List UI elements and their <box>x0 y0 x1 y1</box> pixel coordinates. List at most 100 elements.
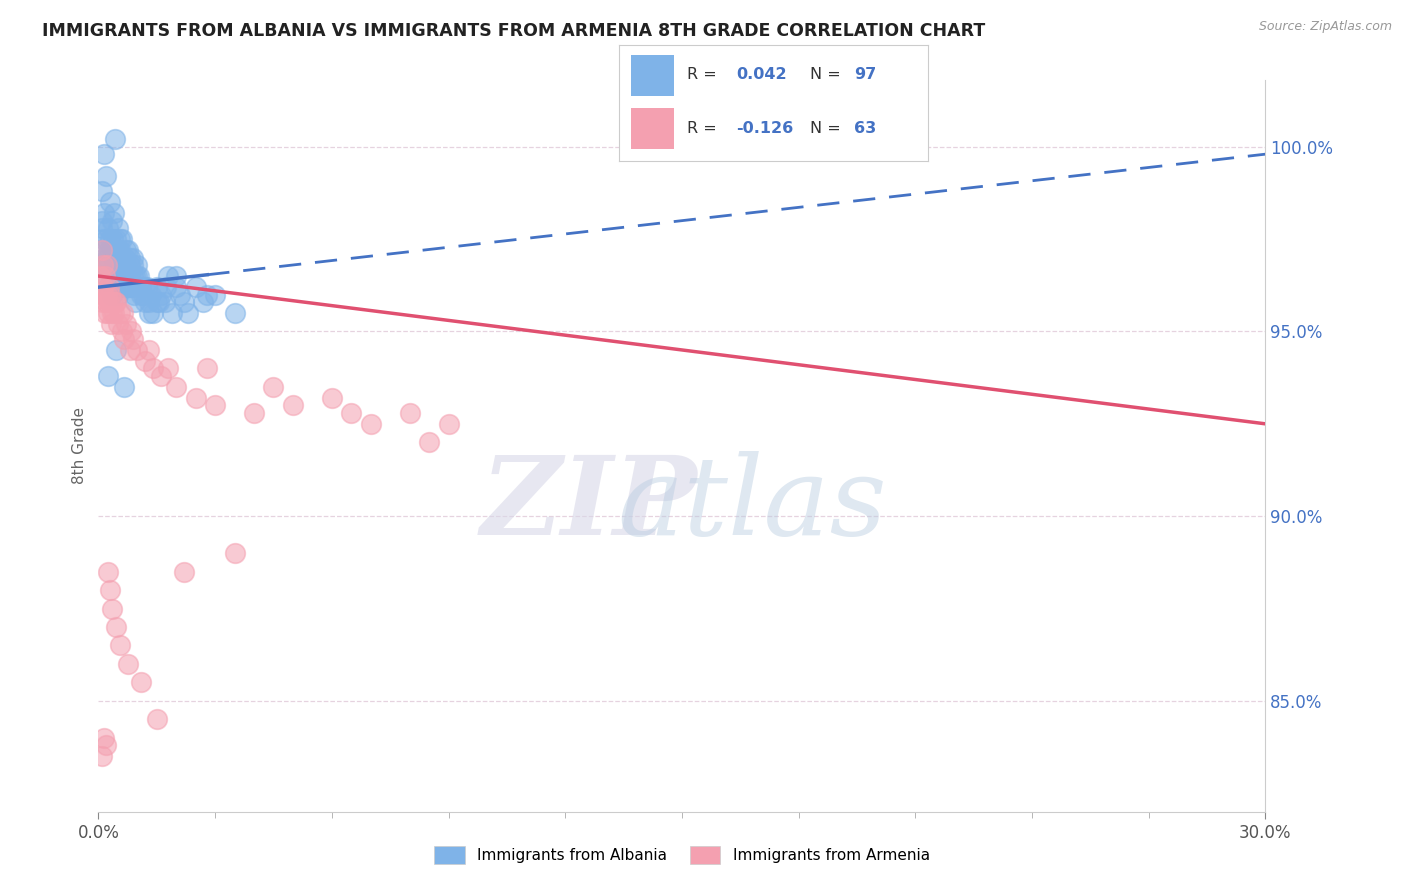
Point <box>146 294 169 309</box>
Point <box>114 251 136 265</box>
Point <box>101 287 124 301</box>
Point <box>96 294 118 309</box>
Point <box>204 398 226 412</box>
Point <box>114 317 136 331</box>
Point <box>118 280 141 294</box>
Point <box>122 258 145 272</box>
Point <box>90 287 112 301</box>
Point <box>224 546 246 560</box>
Point <box>98 287 121 301</box>
Point <box>90 221 112 235</box>
Point <box>134 294 156 309</box>
Point <box>138 294 160 309</box>
Point <box>104 294 127 309</box>
Point <box>136 280 159 294</box>
Point <box>104 343 127 357</box>
Point <box>104 620 127 634</box>
Point <box>157 361 180 376</box>
Point <box>97 565 120 579</box>
Point <box>107 317 129 331</box>
Point <box>103 251 125 265</box>
Point <box>195 361 218 376</box>
Point <box>103 306 125 320</box>
Text: Source: ZipAtlas.com: Source: ZipAtlas.com <box>1258 20 1392 33</box>
Point <box>107 221 129 235</box>
Text: 97: 97 <box>853 67 876 82</box>
Point <box>98 583 121 598</box>
Point <box>184 280 207 294</box>
Point <box>104 132 127 146</box>
Point <box>91 184 114 198</box>
Point <box>93 287 115 301</box>
Point <box>104 268 127 283</box>
Point <box>108 244 131 258</box>
Text: IMMIGRANTS FROM ALBANIA VS IMMIGRANTS FROM ARMENIA 8TH GRADE CORRELATION CHART: IMMIGRANTS FROM ALBANIA VS IMMIGRANTS FR… <box>42 22 986 40</box>
Point <box>118 258 141 272</box>
Point <box>90 244 112 258</box>
Point <box>114 244 136 258</box>
Point <box>97 280 120 294</box>
Text: R =: R = <box>686 120 721 136</box>
Point <box>437 417 460 431</box>
Point <box>121 280 143 294</box>
Text: N =: N = <box>810 120 846 136</box>
Point <box>101 213 124 227</box>
Point <box>107 251 129 265</box>
Point <box>89 268 111 283</box>
Point <box>101 244 124 258</box>
Point <box>142 361 165 376</box>
Point <box>128 268 150 283</box>
Point <box>134 280 156 294</box>
Text: 0.042: 0.042 <box>737 67 787 82</box>
Point <box>360 417 382 431</box>
Point <box>169 287 191 301</box>
Point <box>96 258 118 272</box>
Point <box>91 294 114 309</box>
Point <box>149 368 172 383</box>
Point <box>398 406 420 420</box>
Text: R =: R = <box>686 67 721 82</box>
Point <box>97 306 120 320</box>
Point <box>93 731 115 745</box>
Point <box>91 258 114 272</box>
Point <box>165 380 187 394</box>
Point <box>117 280 139 294</box>
Point <box>340 406 363 420</box>
Point <box>224 306 246 320</box>
Point <box>193 294 215 309</box>
Point <box>112 380 135 394</box>
Point <box>105 258 128 272</box>
Point <box>97 221 120 235</box>
Point <box>94 268 117 283</box>
Point <box>96 287 118 301</box>
Point <box>146 712 169 726</box>
Point <box>108 232 131 246</box>
Point <box>108 639 131 653</box>
Point <box>94 306 117 320</box>
Point <box>94 258 117 272</box>
Point <box>165 280 187 294</box>
Point <box>115 258 138 272</box>
Point <box>98 294 121 309</box>
Point <box>91 749 114 764</box>
Point <box>122 332 145 346</box>
Point <box>162 306 184 320</box>
Point <box>112 258 135 272</box>
Point <box>100 317 122 331</box>
Point <box>93 251 115 265</box>
Point <box>108 268 131 283</box>
Point <box>157 268 180 283</box>
Point <box>104 232 127 246</box>
Point <box>91 280 114 294</box>
Point <box>111 268 134 283</box>
Point <box>173 294 195 309</box>
Point <box>122 251 145 265</box>
Point <box>96 251 118 265</box>
Text: atlas: atlas <box>617 450 887 558</box>
Point <box>153 294 176 309</box>
Point <box>195 287 218 301</box>
Point <box>121 325 143 339</box>
Point <box>281 398 304 412</box>
Point <box>124 268 146 283</box>
Point <box>110 258 132 272</box>
